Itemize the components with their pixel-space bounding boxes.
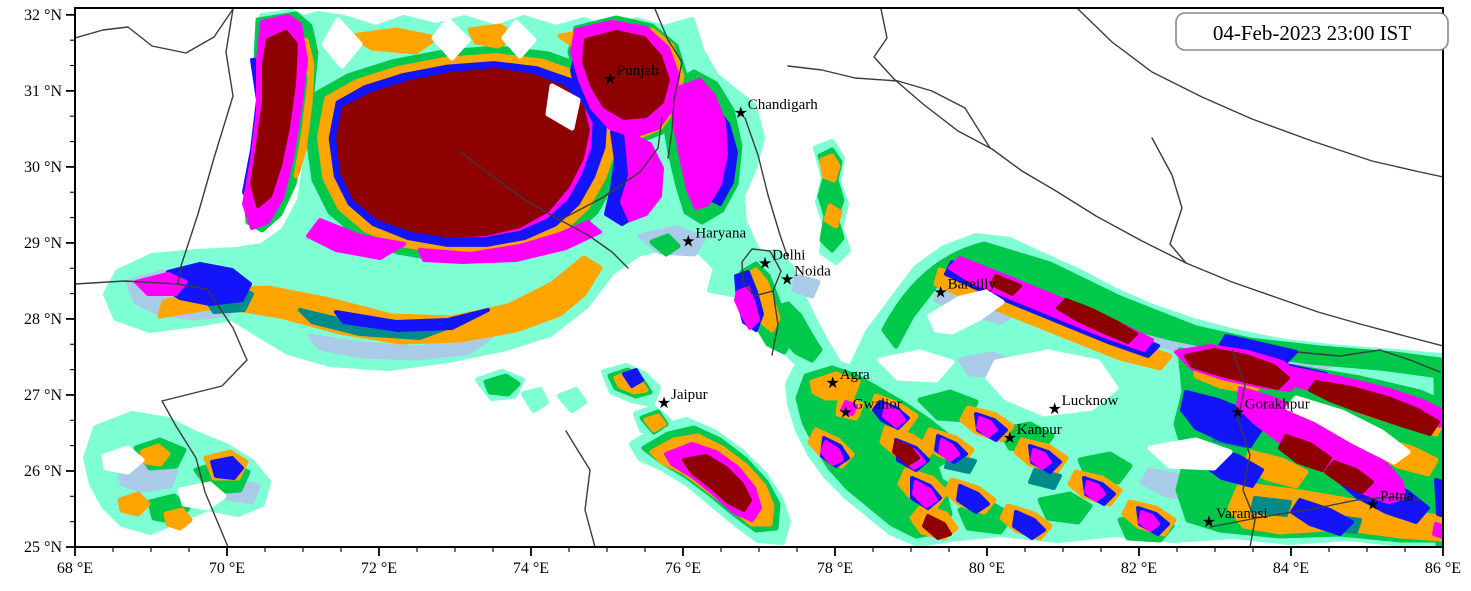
y-tick-label: 31 °N [24,83,62,100]
y-tick-label: 28 °N [24,311,62,328]
city-marker-group: ★ Gwalior [838,397,901,422]
weather-intensity-field [83,9,1443,547]
city-star-icon: ★ [657,393,671,412]
x-tick-label: 76 °E [665,560,701,577]
city-star-icon: ★ [681,232,695,251]
city-marker-group: ★ Bareilly [933,277,996,302]
boundary-line [787,65,991,149]
field-white-gaps [101,17,1411,511]
x-tick-label: 70 °E [209,560,245,577]
city-star-icon: ★ [1003,428,1017,447]
boundary-line [1151,137,1187,264]
city-label: Gwalior [853,397,902,413]
contour-level-8 [250,30,1440,540]
city-star-icon: ★ [734,103,748,122]
boundary-line [75,280,208,290]
city-star-icon: ★ [826,373,840,392]
timestamp-box: 04-Feb-2023 23:00 IST [1175,12,1449,51]
city-star-icon: ★ [933,283,947,302]
boundary-line [1209,496,1421,528]
boundary-line [741,248,782,297]
city-markers: ★ Punjab★ Chandigarh★ Haryana★ Delhi★ Noida★ B… [603,63,1414,531]
x-tick-label: 82 °E [1121,560,1157,577]
y-tick-label: 29 °N [24,235,62,252]
y-tick-label: 32 °N [24,7,62,24]
city-marker-group: ★ Patna [1366,489,1414,514]
city-marker-group: ★ Punjab [603,63,659,88]
boundary-line [771,290,779,356]
boundary-line [565,430,596,547]
state-boundaries [75,8,1443,547]
city-label: Punjab [617,63,659,79]
x-tick-label: 80 °E [969,560,1005,577]
city-label: Haryana [695,226,746,242]
city-label: Agra [840,367,870,383]
city-label: Chandigarh [748,97,818,113]
city-label: Varanasi [1216,506,1268,522]
city-label: Patna [1380,489,1414,505]
y-tick-label: 25 °N [24,539,62,556]
y-tick-label: 27 °N [24,387,62,404]
y-tick-label: 26 °N [24,463,62,480]
boundary-line [161,288,248,547]
x-tick-label: 86 °E [1425,560,1461,577]
boundary-line [75,8,234,54]
x-tick-label: 78 °E [817,560,853,577]
city-star-icon: ★ [1231,403,1245,422]
boundary-line [177,8,234,285]
city-marker-group: ★ Kanpur [1003,422,1062,447]
plot-frame [74,7,1444,548]
boundary-line [873,8,1443,347]
city-label: Bareilly [948,277,997,293]
city-marker-group: ★ Chandigarh [734,97,819,122]
boundary-line [559,117,663,221]
boundary-line [654,8,683,159]
axis-tick-labels: 68 °E 70 °E 72 °E 74 °E 76 °E 78 °E 80 °E 82 °E… [24,7,1461,577]
y-tick-label: 30 °N [24,159,62,176]
city-marker-group: ★ Varanasi [1202,506,1268,531]
city-marker-group: ★ Haryana [681,226,746,251]
boundary-line [1077,8,1443,178]
city-label: Jaipur [671,387,708,403]
city-star-icon: ★ [780,270,794,289]
city-marker-group: ★ Agra [826,367,870,392]
city-label: Delhi [772,248,805,264]
boundary-line [744,117,789,259]
city-star-icon: ★ [1202,512,1216,531]
city-marker-group: ★ Jaipur [657,387,708,412]
city-label: Noida [794,264,831,280]
boundary-line [1296,349,1441,373]
x-tick-label: 68 °E [57,560,93,577]
city-label: Lucknow [1062,393,1119,409]
boundary-line [1231,349,1256,547]
city-marker-group: ★ Gorakhpur [1231,397,1310,422]
timestamp-label: 04-Feb-2023 23:00 IST [1213,21,1411,45]
city-star-icon: ★ [1366,495,1380,514]
city-label: Kanpur [1017,422,1062,438]
x-tick-label: 74 °E [513,560,549,577]
city-marker-group: ★ Lucknow [1047,393,1118,418]
city-star-icon: ★ [838,403,852,422]
city-label: Gorakhpur [1245,397,1310,413]
city-star-icon: ★ [758,254,772,273]
x-tick-label: 84 °E [1273,560,1309,577]
x-tick-label: 72 °E [361,560,397,577]
city-marker-group: ★ Noida [780,264,831,289]
city-star-icon: ★ [603,69,617,88]
city-star-icon: ★ [1047,399,1061,418]
city-marker-group: ★ Delhi [758,248,806,273]
